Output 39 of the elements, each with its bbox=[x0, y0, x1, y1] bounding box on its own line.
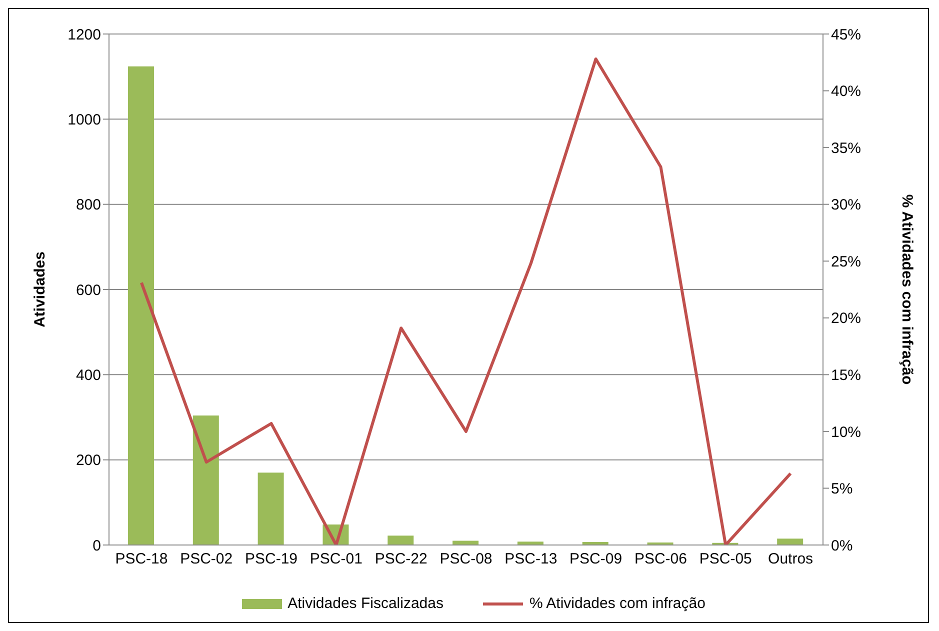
x-tick-label: PSC-02 bbox=[180, 550, 233, 568]
x-tick-label: PSC-22 bbox=[374, 550, 428, 568]
x-tick-label: Outros bbox=[768, 550, 814, 568]
x-tick-label: PSC-08 bbox=[440, 550, 492, 568]
x-tick-label: PSC-06 bbox=[634, 550, 687, 568]
bar bbox=[128, 66, 154, 545]
bar bbox=[258, 472, 284, 545]
x-tick-label: PSC-13 bbox=[504, 550, 558, 568]
legend-label: % Atividades com infração bbox=[529, 595, 706, 612]
y-tick-label: 600 bbox=[76, 282, 101, 299]
y-axis-title: Atividades bbox=[31, 252, 48, 328]
y2-tick-label: 35% bbox=[831, 140, 862, 157]
y-tick-label: 400 bbox=[76, 366, 101, 384]
y2-tick-label: 40% bbox=[831, 83, 862, 100]
y-tick-label: 800 bbox=[76, 196, 101, 214]
y2-tick-label: 30% bbox=[831, 196, 862, 214]
bar bbox=[192, 416, 219, 545]
x-tick-label: PSC-18 bbox=[115, 550, 168, 568]
y2-tick-label: 25% bbox=[831, 253, 862, 270]
y-tick-label: 200 bbox=[76, 452, 101, 470]
y2-tick-label: 15% bbox=[831, 366, 862, 384]
y-tick-label: 0 bbox=[92, 537, 101, 554]
bar bbox=[388, 536, 414, 545]
y2-tick-label: 20% bbox=[831, 310, 862, 328]
bar bbox=[777, 538, 804, 545]
y2-tick-label: 45% bbox=[831, 26, 862, 44]
y-tick-label: 1000 bbox=[68, 111, 101, 128]
x-tick-label: PSC-05 bbox=[699, 550, 752, 568]
y2-tick-label: 0% bbox=[831, 537, 853, 554]
x-tick-label: PSC-01 bbox=[310, 550, 362, 568]
x-tick-label: PSC-19 bbox=[245, 550, 298, 568]
line-series bbox=[140, 57, 792, 545]
legend-label: Atividades Fiscalizadas bbox=[288, 595, 444, 612]
bar bbox=[452, 540, 479, 545]
y2-tick-label: 10% bbox=[831, 424, 862, 441]
x-tick-label: PSC-09 bbox=[570, 550, 622, 568]
y2-tick-label: 5% bbox=[831, 480, 853, 498]
y-tick-label: 1200 bbox=[68, 26, 101, 44]
y2-axis-title: % Atividades com infração bbox=[898, 194, 916, 385]
